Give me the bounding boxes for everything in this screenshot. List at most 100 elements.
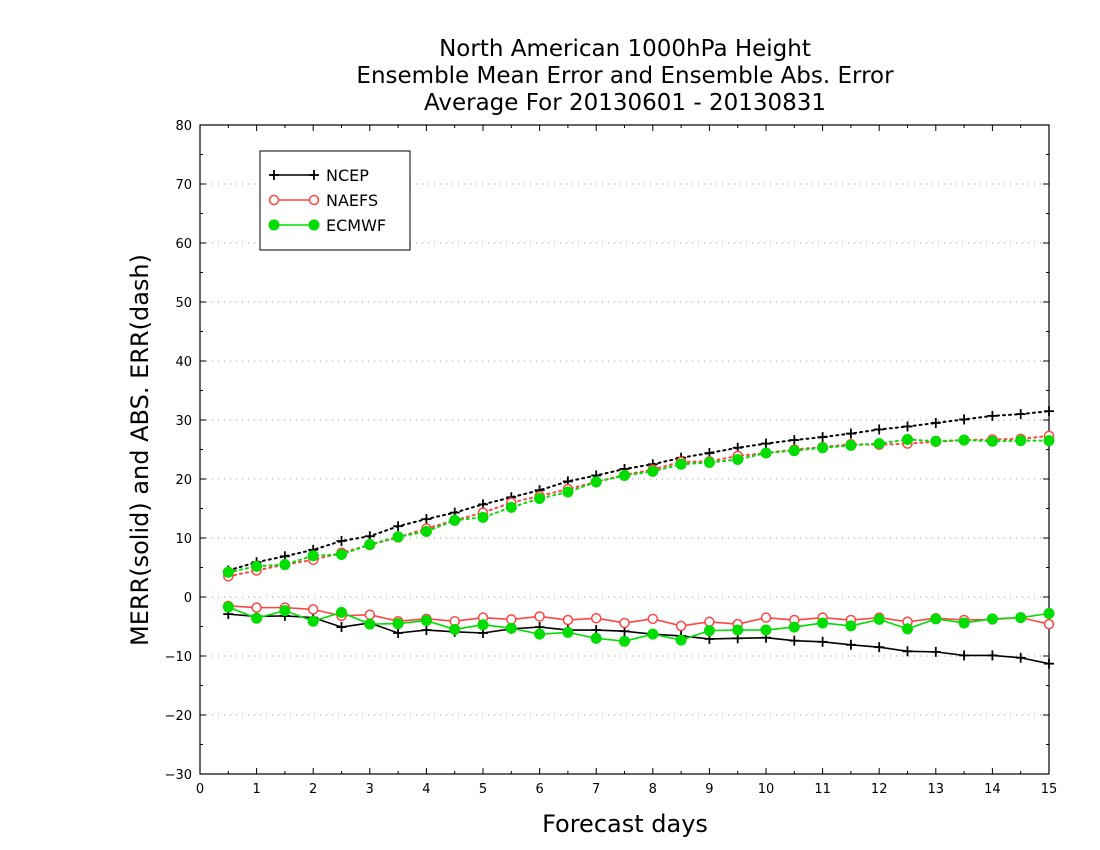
data-point: [534, 611, 545, 622]
series-naefs-abs-error: [223, 430, 1055, 582]
data-point: [817, 442, 829, 454]
data-point: [788, 621, 800, 633]
data-point: [420, 526, 432, 538]
legend-label: NCEP: [326, 166, 369, 185]
data-point: [619, 635, 630, 647]
data-point: [930, 417, 941, 428]
y-tick-label: 70: [175, 178, 192, 193]
data-point: [393, 521, 404, 532]
data-point: [902, 433, 913, 445]
data-point: [675, 620, 687, 632]
legend-entry-ncep: NCEP: [269, 166, 369, 185]
data-point: [420, 615, 432, 627]
data-point: [392, 531, 404, 543]
data-point: [874, 642, 885, 653]
data-point: [986, 613, 998, 625]
data-point: [307, 604, 319, 615]
data-point: [986, 435, 998, 447]
data-point: [959, 414, 970, 425]
legend-entry-naefs: NAEFS: [268, 191, 378, 210]
data-point: [364, 538, 376, 550]
data-point: [336, 622, 347, 633]
data-point: [222, 566, 234, 578]
data-point: [279, 605, 291, 617]
data-point: [760, 624, 772, 636]
x-tick-label: 3: [366, 782, 374, 797]
data-point: [562, 486, 574, 498]
data-point: [703, 625, 715, 637]
data-point: [1043, 435, 1055, 447]
data-point: [562, 626, 574, 638]
data-point: [590, 632, 602, 644]
x-tick-label: 13: [928, 782, 945, 797]
data-point: [421, 514, 432, 525]
data-point: [958, 434, 970, 446]
data-point: [562, 614, 574, 626]
legend-marker: [308, 219, 320, 231]
data-point: [845, 639, 856, 650]
data-point: [307, 550, 319, 562]
data-point: [760, 612, 772, 623]
data-point: [789, 435, 800, 446]
x-tick-label: 10: [758, 782, 775, 797]
data-point: [364, 618, 376, 630]
x-tick-label: 11: [814, 782, 831, 797]
data-point: [845, 620, 857, 632]
data-point: [647, 613, 659, 625]
y-tick-label: −20: [165, 709, 192, 724]
x-tick-label: 14: [984, 782, 1001, 797]
data-point: [590, 476, 602, 488]
x-axis-label: Forecast days: [542, 810, 708, 838]
data-point: [364, 609, 376, 620]
data-point: [534, 628, 546, 640]
data-point: [873, 438, 885, 450]
data-point: [959, 650, 970, 661]
y-axis-label: MERR(solid) and ABS. ERR(dash): [126, 254, 154, 646]
data-point: [619, 469, 630, 481]
series-line: [227, 410, 1050, 572]
x-tick-label: 6: [535, 782, 543, 797]
legend-label: NAEFS: [326, 191, 378, 210]
y-tick-label: 60: [175, 237, 192, 252]
data-point: [1043, 618, 1055, 630]
series-ncep-abs-error: [223, 406, 1054, 576]
legend: NCEP NAEFS ECMWF: [259, 150, 411, 251]
chart-title-line-1: North American 1000hPa Height: [439, 36, 811, 62]
y-tick-label: 40: [175, 355, 192, 370]
data-point: [449, 623, 461, 635]
data-point: [1015, 652, 1026, 663]
chart-title: North American 1000hPa Height Ensemble M…: [356, 36, 894, 116]
data-point: [534, 492, 546, 504]
data-point: [902, 623, 913, 635]
data-point: [732, 624, 744, 636]
data-point: [760, 447, 772, 459]
data-point: [393, 627, 404, 638]
legend-label: ECMWF: [326, 216, 386, 235]
data-point: [874, 424, 885, 435]
y-tick-label: −10: [165, 650, 192, 665]
data-point: [590, 612, 602, 624]
data-point: [506, 614, 517, 625]
data-point: [336, 606, 347, 618]
data-point: [817, 432, 828, 443]
data-point: [421, 625, 432, 636]
data-point: [251, 602, 262, 613]
data-point: [1015, 435, 1027, 447]
data-point: [930, 613, 942, 625]
series-line: [227, 438, 1050, 574]
legend-marker: [268, 219, 280, 231]
x-tick-label: 2: [309, 782, 317, 797]
data-point: [704, 616, 715, 628]
data-point: [505, 622, 517, 634]
y-tick-label: 80: [175, 119, 192, 134]
data-point: [307, 615, 319, 627]
series-ecmwf-abs-error: [222, 433, 1055, 578]
data-point: [987, 650, 998, 661]
chart-title-line-3: Average For 20130601 - 20130831: [424, 90, 826, 116]
x-tick-label: 0: [196, 782, 204, 797]
data-point: [930, 435, 942, 447]
data-point: [817, 636, 828, 647]
y-tick-label: 30: [175, 414, 192, 429]
